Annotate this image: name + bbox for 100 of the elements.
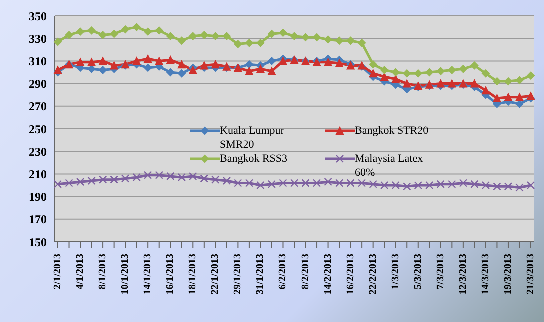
point	[54, 66, 62, 74]
point	[245, 67, 254, 76]
point	[392, 181, 400, 190]
point	[256, 181, 265, 190]
point	[436, 80, 445, 88]
point	[324, 178, 332, 186]
point	[65, 31, 74, 40]
y-tick-label: 190	[29, 190, 47, 204]
x-tick-label: 2/1/2013	[52, 254, 64, 290]
point	[448, 80, 456, 88]
point	[459, 179, 468, 188]
point	[279, 179, 288, 188]
point	[516, 93, 524, 102]
point	[144, 28, 152, 36]
x-tick-label: 14/1/2013	[142, 254, 154, 295]
point	[459, 65, 468, 74]
point	[324, 58, 332, 66]
point	[414, 70, 422, 78]
point	[178, 173, 186, 182]
point	[504, 78, 512, 86]
point	[88, 176, 96, 186]
point	[516, 100, 524, 108]
x-tick-label: 16/2/2013	[345, 254, 356, 295]
point	[392, 68, 400, 76]
y-tick-label: 310	[29, 54, 47, 68]
x-tick-label: 21/3/2013	[526, 254, 536, 295]
point	[482, 70, 490, 78]
point	[155, 57, 164, 66]
point	[380, 181, 389, 190]
point	[392, 75, 400, 84]
point	[222, 176, 232, 186]
x-tick-label: 10/1/2013	[120, 254, 132, 295]
point	[493, 78, 502, 86]
point	[65, 179, 74, 188]
x-tick-label: 8/1/2013	[98, 254, 109, 290]
y-tick-label: 250	[29, 122, 47, 136]
point	[144, 54, 152, 63]
point	[516, 184, 524, 192]
point	[380, 73, 389, 82]
point	[346, 179, 355, 188]
point	[99, 31, 108, 40]
point	[178, 60, 186, 69]
point	[290, 179, 299, 188]
point	[189, 66, 198, 74]
point	[493, 182, 502, 191]
point	[166, 32, 175, 40]
point	[448, 66, 456, 74]
x-tick-label: 8/2/2013	[300, 254, 312, 290]
point	[268, 180, 276, 188]
legend-label: Bangkok STR20	[355, 124, 430, 138]
point	[426, 181, 434, 190]
point	[358, 179, 366, 188]
point	[268, 67, 276, 76]
point	[256, 65, 265, 74]
point	[268, 57, 276, 66]
point	[76, 178, 85, 186]
point	[189, 172, 198, 181]
point	[470, 80, 479, 88]
point	[426, 68, 434, 76]
x-tick-label: 14/2/2013	[322, 254, 334, 295]
point	[166, 56, 175, 64]
x-tick-label: 19/3/2013	[502, 254, 514, 295]
point	[245, 179, 254, 188]
x-tick-label: 18/1/2013	[188, 254, 199, 295]
point	[380, 66, 389, 74]
point	[470, 180, 479, 188]
point	[482, 86, 490, 95]
point	[527, 92, 535, 100]
point	[76, 58, 85, 66]
y-tick-label: 210	[29, 167, 47, 182]
point	[516, 76, 524, 84]
point	[200, 31, 208, 40]
point	[358, 39, 366, 48]
point	[234, 179, 242, 188]
point	[212, 60, 220, 69]
point	[493, 94, 502, 102]
x-tick-label: 6/2/2013	[278, 254, 289, 290]
point	[279, 57, 288, 66]
point	[54, 180, 62, 188]
point	[335, 179, 344, 188]
point	[448, 180, 456, 188]
x-tick-label: 4/1/2013	[75, 254, 86, 290]
point	[302, 179, 310, 188]
point	[403, 70, 412, 78]
point	[470, 62, 479, 70]
point	[155, 26, 164, 35]
point	[290, 32, 298, 40]
point	[200, 62, 208, 70]
point	[482, 181, 490, 190]
point	[369, 180, 378, 188]
y-tick-label: 230	[29, 144, 47, 159]
point	[132, 57, 141, 66]
point	[132, 173, 141, 182]
x-tick-label: 31/1/2013	[255, 254, 266, 295]
point	[222, 32, 231, 40]
point	[144, 171, 152, 180]
point	[121, 174, 130, 183]
y-tick-label: 350	[29, 9, 47, 24]
point	[436, 67, 445, 76]
point	[212, 32, 220, 40]
